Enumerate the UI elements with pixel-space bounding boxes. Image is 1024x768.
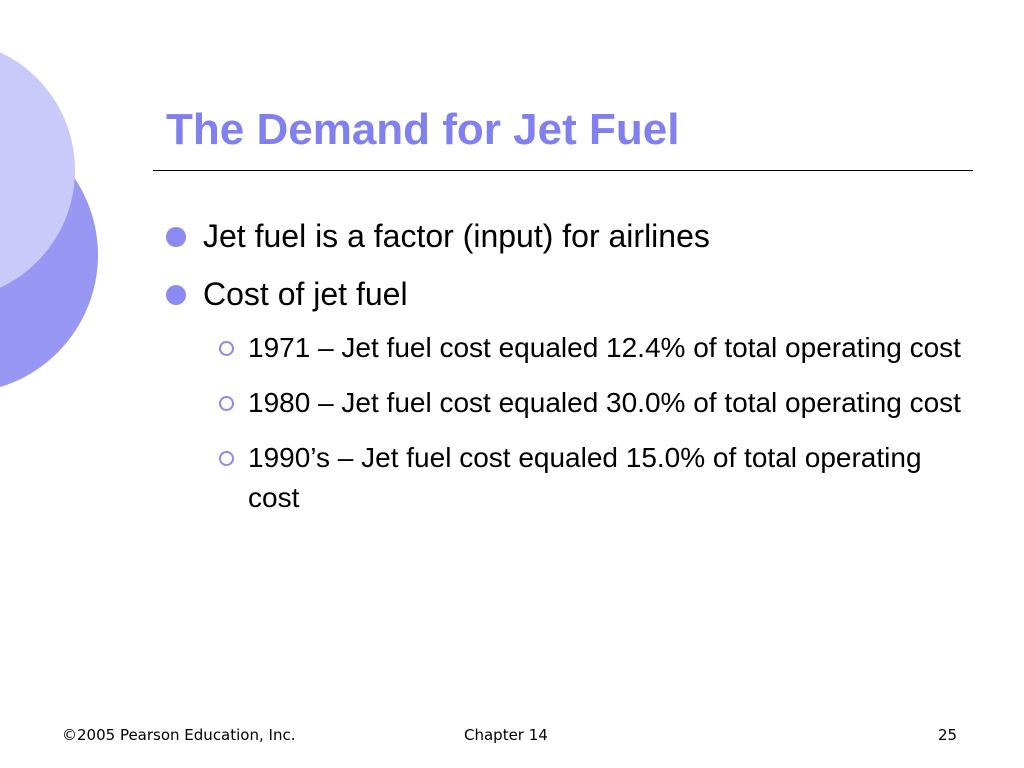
sub-bullet-item: 1990’s – Jet fuel cost equaled 15.0% of … xyxy=(219,438,966,518)
bullet-ring-icon xyxy=(219,396,234,411)
bullet-list: Jet fuel is a factor (input) for airline… xyxy=(166,212,966,533)
footer-copyright: ©2005 Pearson Education, Inc. xyxy=(62,726,296,744)
sub-bullet-text: 1980 – Jet fuel cost equaled 30.0% of to… xyxy=(248,387,961,418)
sub-bullet-item: 1971 – Jet fuel cost equaled 12.4% of to… xyxy=(219,328,966,368)
bullet-item: Cost of jet fuel xyxy=(166,270,966,318)
sub-bullet-item: 1980 – Jet fuel cost equaled 30.0% of to… xyxy=(219,383,966,423)
decorative-circles xyxy=(0,52,98,388)
bullet-text: Cost of jet fuel xyxy=(203,276,408,312)
title-divider xyxy=(153,170,973,171)
decorative-circle-light xyxy=(0,52,75,288)
bullet-item: Jet fuel is a factor (input) for airline… xyxy=(166,212,966,260)
bullet-dot-icon xyxy=(166,285,186,305)
slide-title: The Demand for Jet Fuel xyxy=(166,105,680,154)
bullet-dot-icon xyxy=(166,227,186,247)
footer-chapter: Chapter 14 xyxy=(464,726,548,744)
bullet-ring-icon xyxy=(219,451,234,466)
sub-bullet-text: 1971 – Jet fuel cost equaled 12.4% of to… xyxy=(248,332,961,363)
footer-page-number: 25 xyxy=(938,726,958,744)
sub-bullet-text: 1990’s – Jet fuel cost equaled 15.0% of … xyxy=(248,442,922,513)
bullet-ring-icon xyxy=(219,341,234,356)
bullet-text: Jet fuel is a factor (input) for airline… xyxy=(203,218,710,254)
